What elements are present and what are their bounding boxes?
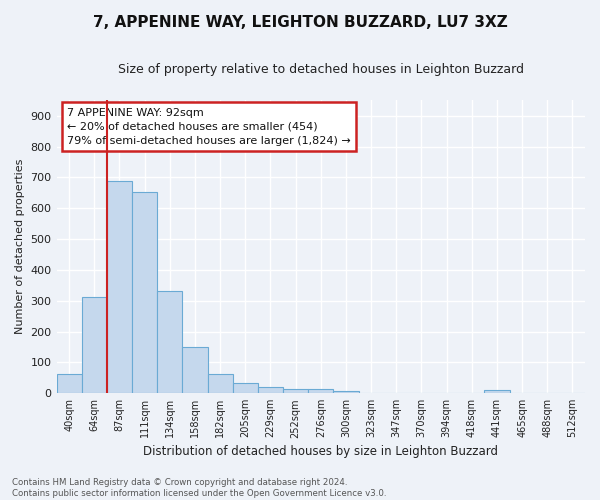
Bar (56, 374, 82, 393)
Bar (157, 292, 182, 393)
X-axis label: Distribution of detached houses by size in Leighton Buzzard: Distribution of detached houses by size … (143, 444, 498, 458)
Y-axis label: Number of detached properties: Number of detached properties (15, 159, 25, 334)
Bar (182, 347, 208, 393)
Text: 7, APPENINE WAY, LEIGHTON BUZZARD, LU7 3XZ: 7, APPENINE WAY, LEIGHTON BUZZARD, LU7 3… (92, 15, 508, 30)
Bar (208, 374, 233, 393)
Bar (107, 181, 132, 393)
Bar (82, 298, 107, 393)
Text: Contains HM Land Registry data © Crown copyright and database right 2024.
Contai: Contains HM Land Registry data © Crown c… (12, 478, 386, 498)
Bar (334, 390, 359, 393)
Text: 7 APPENINE WAY: 92sqm
← 20% of detached houses are smaller (454)
79% of semi-det: 7 APPENINE WAY: 92sqm ← 20% of detached … (67, 108, 351, 146)
Bar (233, 383, 258, 393)
Bar (258, 387, 283, 393)
Bar (283, 389, 308, 393)
Title: Size of property relative to detached houses in Leighton Buzzard: Size of property relative to detached ho… (118, 62, 524, 76)
Bar (308, 389, 334, 393)
Bar (484, 390, 509, 393)
Bar (132, 192, 157, 393)
